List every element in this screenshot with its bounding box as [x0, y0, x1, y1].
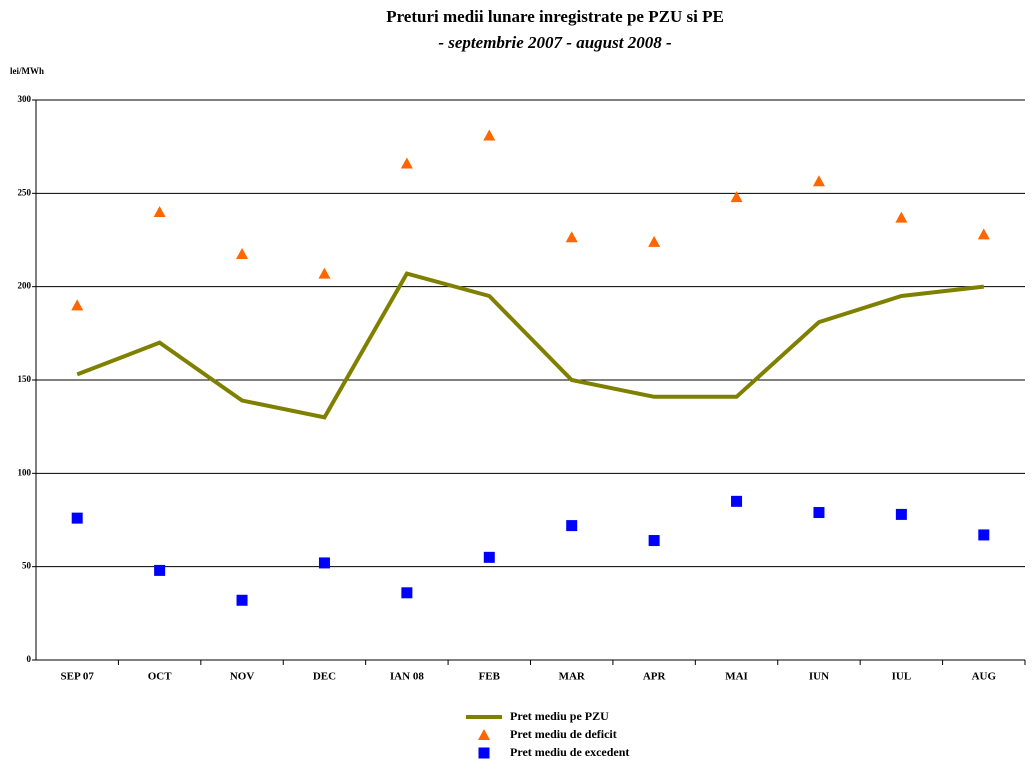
x-tick-label: MAR: [559, 671, 586, 683]
chart-subtitle: - septembrie 2007 - august 2008 -: [438, 33, 672, 52]
point: [400, 157, 413, 169]
y-tick-label: 250: [18, 187, 32, 197]
point: [153, 206, 166, 217]
point: [71, 512, 83, 524]
legend-marker: [478, 729, 490, 740]
point: [731, 495, 743, 507]
point: [895, 508, 907, 520]
pzu-line: [76, 271, 985, 420]
point: [318, 267, 331, 279]
point: [154, 564, 166, 576]
point: [812, 175, 825, 187]
point: [401, 587, 413, 599]
legend-marker: [478, 747, 490, 759]
x-tick-label: DEC: [313, 671, 336, 683]
x-tick-label: IUN: [809, 671, 829, 683]
y-tick-label: 200: [18, 281, 32, 291]
x-tick-label: IUL: [892, 671, 912, 683]
chart-title: Preturi medii lunare inregistrate pe PZU…: [386, 7, 724, 26]
point: [318, 557, 330, 569]
point: [648, 535, 660, 547]
x-tick-label: OCT: [148, 671, 173, 683]
x-tick-label: FEB: [479, 671, 501, 683]
point: [813, 507, 825, 519]
x-tick-label: IAN 08: [390, 671, 424, 683]
point: [236, 594, 248, 606]
point: [566, 520, 578, 532]
x-tick-label: MAI: [725, 671, 748, 683]
point: [71, 299, 84, 311]
y-tick-label: 150: [18, 374, 32, 384]
x-tick-label: SEP 07: [61, 671, 95, 683]
point: [236, 248, 249, 259]
legend-label: Pret mediu de deficit: [510, 727, 617, 741]
x-tick-label: AUG: [972, 671, 997, 683]
y-tick-label: 50: [22, 561, 32, 571]
legend-label: Pret mediu de excedent: [510, 745, 629, 759]
y-tick-label: 100: [18, 467, 32, 477]
point: [483, 551, 495, 563]
point: [648, 235, 661, 247]
point: [895, 211, 908, 223]
x-tick-label: APR: [643, 671, 667, 683]
y-tick-label: 300: [18, 94, 32, 104]
point: [977, 228, 990, 240]
point: [483, 129, 496, 141]
point: [730, 191, 743, 203]
point: [565, 231, 578, 243]
y-axis-label: lei/MWh: [10, 66, 44, 76]
legend-label: Pret mediu pe PZU: [510, 709, 609, 723]
y-tick-label: 0: [27, 654, 32, 664]
x-tick-label: NOV: [230, 671, 255, 683]
point: [978, 529, 990, 541]
